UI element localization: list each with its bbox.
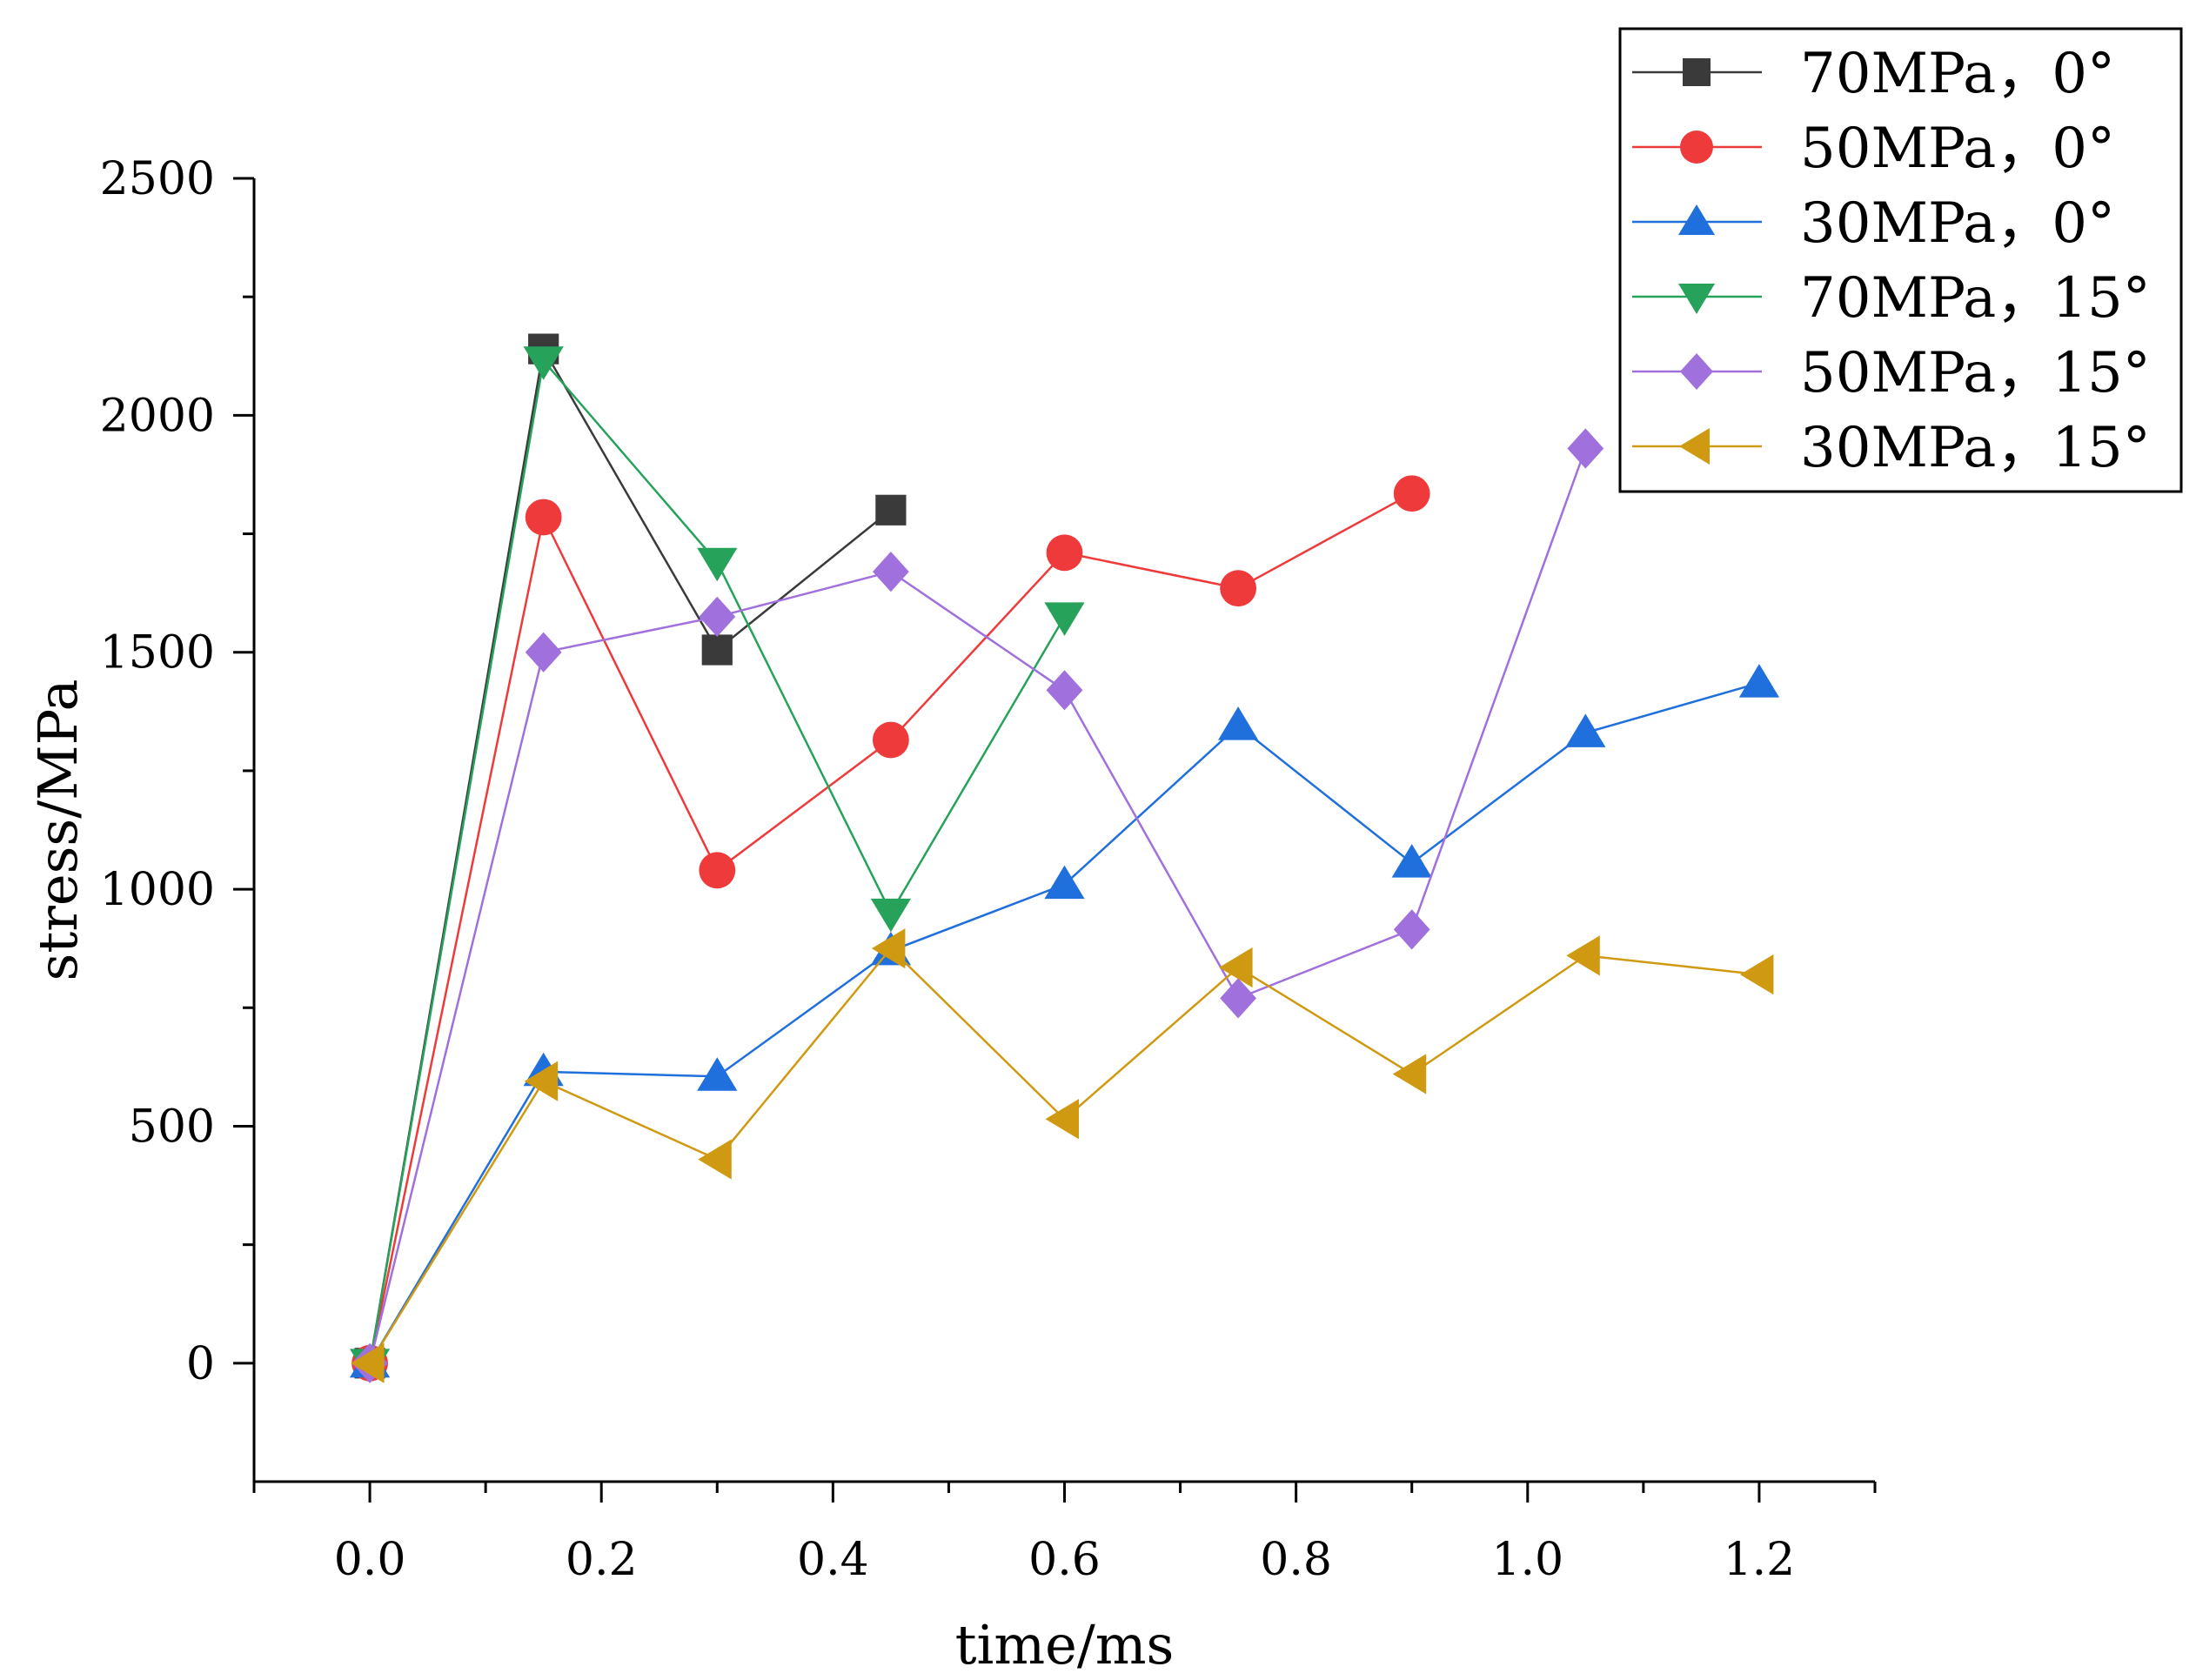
data-point: [872, 552, 909, 592]
y-tick-label: 1500: [100, 627, 215, 679]
x-axis-title: time/ms: [955, 1613, 1175, 1677]
x-tick-label: 0.4: [797, 1534, 869, 1586]
x-tick-label: 1.2: [1724, 1534, 1796, 1586]
legend-item: 70MPa，0°: [1632, 42, 2115, 106]
data-point: [1565, 713, 1606, 747]
x-tick-label: 0.6: [1028, 1534, 1101, 1586]
legend-label: 50MPa，15°: [1800, 341, 2151, 405]
legend-marker: [1678, 204, 1715, 235]
data-point: [699, 596, 736, 637]
axes: 0 500 1000 1500 2000 2500 0.0 0.2 0.4 0.6 0.8 1.0 1.…: [26, 153, 1877, 1677]
legend-item: 30MPa，0°: [1632, 191, 2115, 256]
data-point: [1219, 947, 1253, 988]
data-point: [1045, 1099, 1079, 1140]
data-point: [525, 632, 562, 673]
series-line: [369, 681, 1760, 1364]
legend-marker: [1679, 428, 1710, 465]
y-tick-label: 2000: [100, 390, 215, 442]
legend-marker: [1683, 58, 1711, 86]
data-point: [1218, 706, 1259, 740]
data-point: [523, 346, 564, 380]
data-point: [872, 721, 909, 759]
legend-item: 50MPa，15°: [1632, 341, 2151, 405]
data-point: [1392, 1054, 1427, 1094]
y-tick-label: 2500: [100, 153, 215, 205]
data-point: [1220, 978, 1257, 1019]
legend-label: 50MPa，0°: [1800, 117, 2115, 181]
data-point: [870, 898, 911, 933]
data-point: [1566, 935, 1600, 976]
legend: 70MPa，0° 50MPa，0° 30MPa，0° 70MPa，15° 50MPa，1…: [1618, 27, 2183, 493]
series-5: [351, 928, 1774, 1383]
data-point: [1393, 909, 1430, 950]
y-tick-label: 500: [129, 1101, 215, 1153]
data-point: [1220, 570, 1257, 607]
data-point: [1044, 865, 1085, 900]
data-point: [1391, 844, 1432, 878]
data-point: [525, 499, 562, 536]
legend-label: 30MPa，15°: [1800, 416, 2151, 480]
x-tick-label: 0.0: [334, 1534, 406, 1586]
data-point: [1739, 954, 1774, 995]
data-point: [524, 1061, 559, 1101]
legend-box: [1618, 27, 2183, 493]
legend-item: 70MPa，15°: [1632, 266, 2151, 331]
series-4: [351, 428, 1604, 1383]
data-point: [1738, 664, 1780, 698]
data-point: [1393, 475, 1430, 512]
data-point: [871, 928, 906, 969]
data-point: [1044, 602, 1085, 636]
legend-item: 50MPa，0°: [1632, 117, 2115, 181]
data-point: [1046, 670, 1083, 711]
series-line: [369, 947, 1760, 1364]
legend-label: 30MPa，0°: [1800, 191, 2115, 256]
data-point: [875, 494, 907, 525]
data-point: [1567, 428, 1604, 469]
legend-label: 70MPa，0°: [1800, 42, 2115, 106]
x-tick-label: 0.8: [1260, 1534, 1332, 1586]
legend-marker: [1678, 284, 1715, 314]
legend-marker: [1680, 353, 1713, 390]
x-tick-label: 1.0: [1491, 1534, 1563, 1586]
y-tick-label: 0: [186, 1338, 215, 1390]
y-tick-label: 1000: [100, 864, 215, 916]
legend-label: 70MPa，15°: [1800, 266, 2151, 331]
data-point: [698, 1139, 732, 1180]
data-point: [699, 852, 736, 889]
y-axis-title: stress/MPa: [26, 679, 90, 981]
series-line: [368, 448, 1587, 1364]
x-tick-label: 0.2: [566, 1534, 638, 1586]
series-line: [368, 345, 892, 1364]
series-2: [349, 664, 1780, 1378]
data-point: [701, 634, 733, 666]
legend-marker: [1680, 131, 1713, 164]
data-point: [697, 1057, 738, 1091]
data-point: [1046, 534, 1083, 572]
data-point: [697, 547, 738, 582]
legend-item: 30MPa，15°: [1632, 416, 2151, 480]
data-point: [351, 1342, 385, 1383]
series-layer: [349, 333, 1780, 1383]
series-0: [354, 333, 907, 1379]
